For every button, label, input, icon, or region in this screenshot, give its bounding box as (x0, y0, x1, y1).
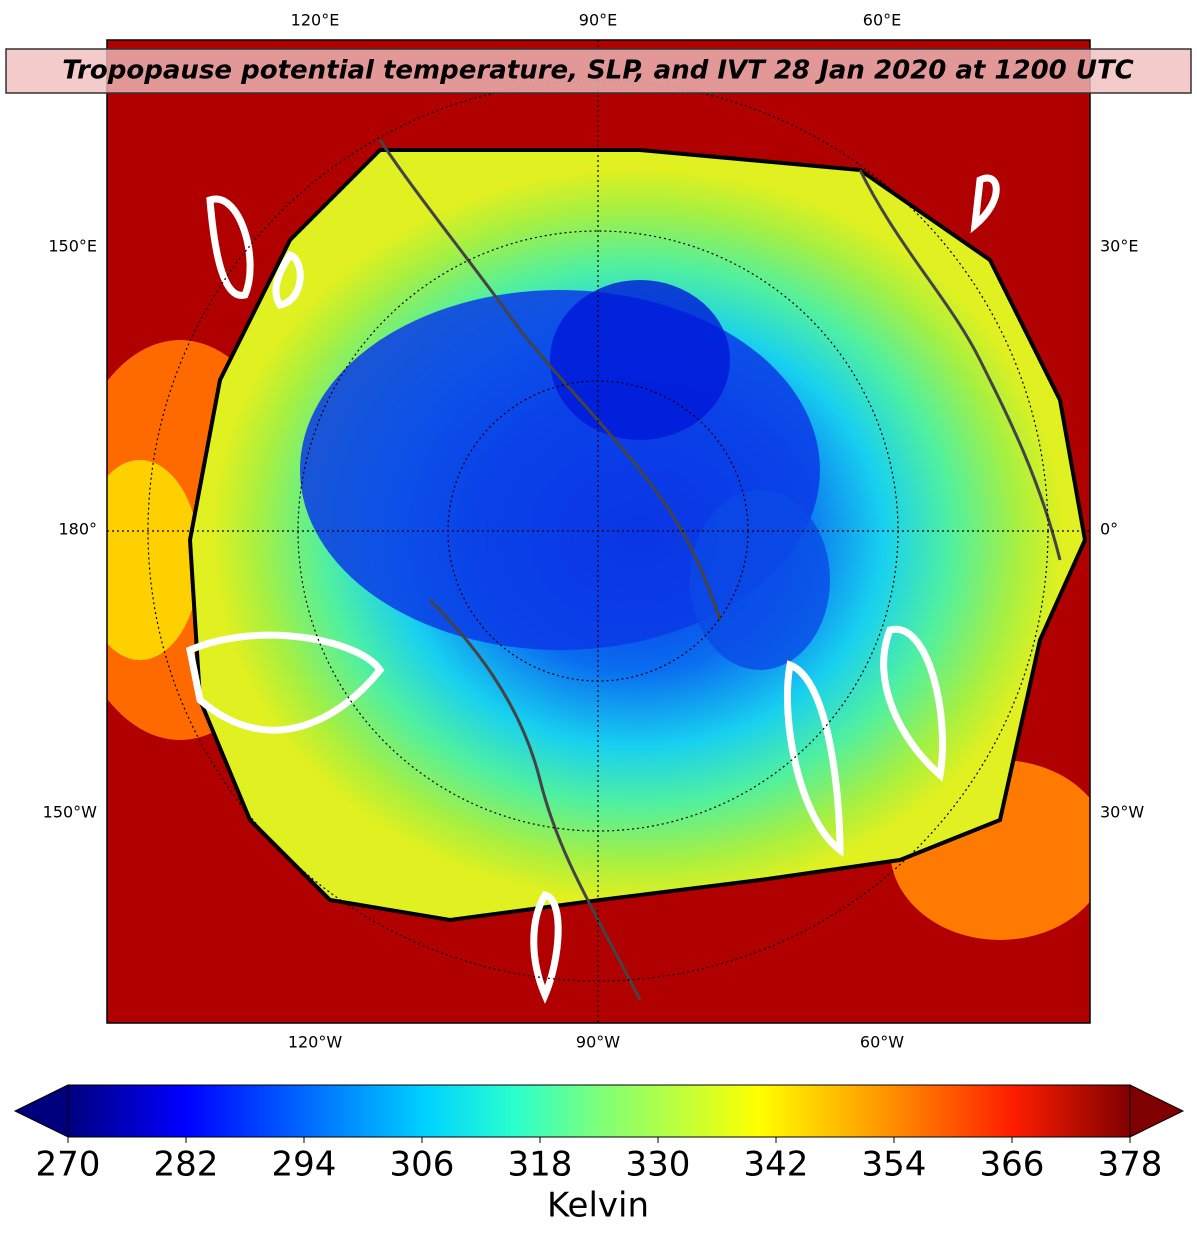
colorbar-extend-high (1129, 1084, 1185, 1138)
lon-label: 60°W (860, 1033, 904, 1052)
colorbar-extend-low (13, 1084, 69, 1138)
lon-label: 120°E (291, 11, 340, 30)
lon-label: 30°W (1100, 803, 1144, 822)
lon-label: 30°E (1100, 237, 1138, 256)
colorbar-tick-label: 366 (980, 1145, 1045, 1185)
colorbar-tick-label: 270 (36, 1145, 101, 1185)
lon-label: 90°W (576, 1033, 620, 1052)
warm-region (107, 460, 200, 660)
map-labels: 120°E 90°E 60°E 120°W 90°W 60°W 150°E 180° 150°W… (43, 11, 1145, 1052)
colorbar-tick-label: 378 (1098, 1145, 1163, 1185)
lon-label: 0° (1100, 520, 1118, 539)
lon-label: 90°E (579, 11, 617, 30)
lon-label: 180° (58, 520, 97, 539)
colorbar-tick-label: 330 (626, 1145, 691, 1185)
coastlines (378, 139, 1062, 1001)
colorbar-tick-label: 282 (154, 1145, 219, 1185)
title: Tropopause potential temperature, SLP, a… (62, 56, 1134, 86)
colorbar-frame (67, 1084, 1131, 1138)
cold-pool (550, 280, 730, 440)
colorbar-tick-label: 294 (272, 1145, 337, 1185)
lon-label: 60°E (863, 11, 901, 30)
colorbar-tick-label: 318 (508, 1145, 573, 1185)
lon-label: 150°W (43, 803, 98, 822)
colorbar-tick-label: 342 (744, 1145, 809, 1185)
lon-label: 120°W (288, 1033, 343, 1052)
title-box (5, 48, 1192, 94)
colorbar-label: Kelvin (547, 1186, 649, 1226)
colorbar-tick-label: 354 (862, 1145, 927, 1185)
lon-label: 150°E (48, 237, 97, 256)
map-frame (106, 39, 1091, 1024)
map (107, 40, 1090, 1023)
cold-pool (690, 490, 830, 670)
ivt-contours (186, 174, 1000, 1004)
colorbar (68, 1085, 1130, 1137)
colorbar-tick-label: 306 (390, 1145, 455, 1185)
